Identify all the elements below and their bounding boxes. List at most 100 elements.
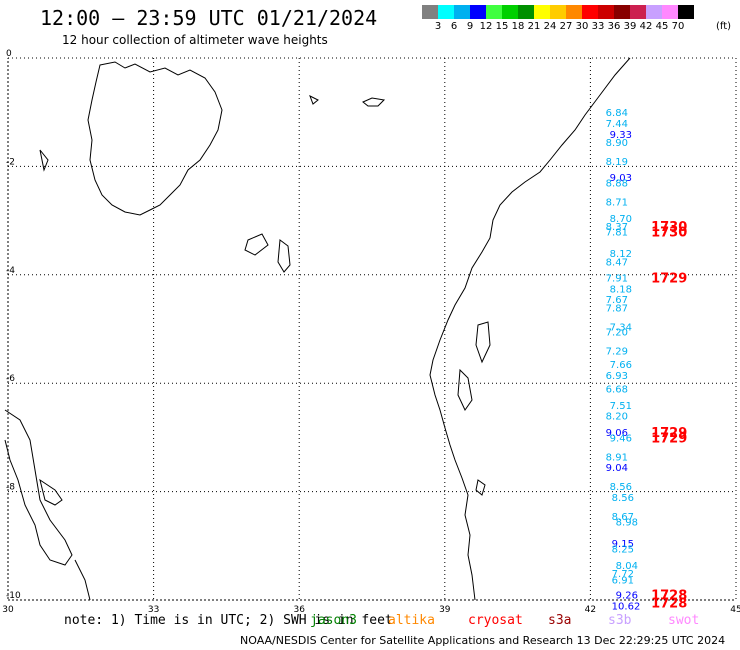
wave-height-label: 8.56 — [612, 493, 634, 504]
wave-height-label: 7.51 — [610, 401, 632, 412]
wave-height-label: 9.26 — [616, 591, 638, 602]
satellite-legend-item: jason3 — [310, 613, 357, 628]
color-legend-label: 39 — [623, 21, 637, 32]
lake-rukwa-shore — [39, 478, 63, 506]
color-legend-label: 27 — [559, 21, 573, 32]
wave-height-labels: 6.847.449.338.90 8.19 9.038.88 8.71 8.708.37… — [606, 108, 641, 612]
satellite-legend-item: altika — [388, 613, 435, 628]
wave-height-label: 8.71 — [606, 198, 628, 209]
color-swatch — [566, 5, 582, 19]
color-legend-label: 45 — [655, 21, 669, 32]
wave-height-label: 9.03 — [610, 173, 632, 184]
color-legend-label: 24 — [543, 21, 557, 32]
pass-time-label: 1729 — [651, 431, 687, 446]
color-legend-label: 3 — [434, 21, 442, 32]
wave-height-label: 8.67 — [612, 512, 634, 523]
lake-small-2 — [277, 239, 291, 273]
color-swatch — [422, 5, 438, 19]
longitude-tick-label: 30 — [2, 605, 14, 615]
longitude-tick-label: 33 — [148, 605, 159, 615]
mafia-island — [475, 479, 486, 496]
wave-height-label: 8.18 — [610, 284, 632, 295]
longitude-tick-label: 45 — [730, 605, 740, 615]
color-swatch — [454, 5, 470, 19]
wave-height-label: 8.20 — [606, 412, 628, 423]
east-africa-coastline — [429, 57, 631, 601]
color-legend-label: 6 — [450, 21, 458, 32]
color-legend-label: 30 — [575, 21, 589, 32]
wave-height-label: 8.04 — [616, 561, 638, 572]
wave-height-label: 8.12 — [610, 249, 632, 260]
wave-height-label: 7.72 — [612, 569, 634, 580]
pass-time-label: 1728 — [651, 589, 687, 604]
wave-height-label: 9.15 — [612, 539, 634, 550]
satellite-legend-item: swot — [668, 613, 700, 628]
wave-height-label: 10.62 — [612, 601, 641, 612]
wave-height-label: 8.19 — [606, 157, 628, 168]
color-legend-label: 12 — [479, 21, 493, 32]
wave-height-label: 7.20 — [606, 328, 628, 339]
longitude-tick-label: 39 — [439, 605, 451, 615]
zanzibar-island — [457, 368, 473, 411]
wave-height-label: 6.93 — [606, 371, 628, 382]
wave-height-label: 9.04 — [606, 463, 628, 474]
color-legend-label: 18 — [511, 21, 525, 32]
wave-height-label: 7.34 — [610, 322, 632, 333]
color-swatch — [678, 5, 694, 19]
wave-height-label: 8.98 — [616, 517, 638, 528]
longitude-tick-label: 42 — [585, 605, 596, 615]
wave-height-label: 6.84 — [606, 108, 628, 119]
wave-height-label: 8.47 — [606, 257, 628, 268]
wave-height-label: 6.91 — [612, 575, 634, 586]
lake-tanganyika-shore — [4, 409, 73, 566]
wave-height-label: 7.91 — [606, 274, 628, 285]
color-legend-label: 15 — [495, 21, 509, 32]
color-legend-unit: (ft) — [716, 21, 732, 32]
color-swatch — [486, 5, 502, 19]
longitude-tick-label: 36 — [293, 605, 305, 615]
wave-height-label: 8.70 — [610, 214, 632, 225]
wave-height-label: 8.37 — [606, 222, 628, 233]
color-legend-label: 9 — [466, 21, 474, 32]
color-swatch — [438, 5, 454, 19]
wave-height-label: 8.88 — [606, 179, 628, 190]
wave-height-label: 8.91 — [606, 452, 628, 463]
latitude-tick-label: -10 — [6, 591, 21, 601]
pass-time-label: 1730 — [651, 220, 687, 235]
color-swatch — [598, 5, 614, 19]
color-legend-label: 36 — [607, 21, 621, 32]
small-islet-3 — [39, 149, 49, 172]
wave-height-label: 8.56 — [610, 482, 632, 493]
lake-small-1 — [244, 233, 269, 256]
lat-lon-grid: 30 33 36 39 42 45 0 -2 -4 -6 -8 -10 — [2, 49, 740, 615]
color-legend-label: 42 — [639, 21, 653, 32]
wave-height-label: 7.66 — [610, 360, 632, 371]
map-subtitle: 12 hour collection of altimeter wave hei… — [62, 33, 328, 47]
color-swatch — [550, 5, 566, 19]
latitude-tick-label: -6 — [6, 374, 15, 384]
wave-height-label: 7.29 — [606, 347, 628, 358]
wave-height-label: 6.68 — [606, 385, 628, 396]
coastline — [4, 57, 631, 601]
pass-time-label: 1728 — [651, 597, 687, 612]
color-legend — [422, 5, 694, 19]
lake-malawi-shore — [74, 559, 91, 601]
map-title: 12:00 – 23:59 UTC 01/21/2024 — [40, 6, 378, 30]
wave-height-label: 8.25 — [612, 545, 634, 556]
small-islet-2 — [309, 94, 319, 105]
footnote: note: 1) Time is in UTC; 2) SWH is in fe… — [64, 613, 393, 628]
color-swatch — [646, 5, 662, 19]
color-swatch — [470, 5, 486, 19]
pass-time-label: 1729 — [651, 272, 687, 287]
color-swatch — [502, 5, 518, 19]
color-legend-label: 70 — [671, 21, 685, 32]
satellite-legend-item: s3b — [608, 613, 632, 628]
wave-height-label: 7.44 — [606, 119, 628, 130]
color-legend-label: 33 — [591, 21, 605, 32]
color-swatch — [662, 5, 678, 19]
latitude-tick-label: -4 — [6, 266, 15, 276]
color-swatch — [518, 5, 534, 19]
satellite-legend-item: cryosat — [468, 613, 523, 628]
